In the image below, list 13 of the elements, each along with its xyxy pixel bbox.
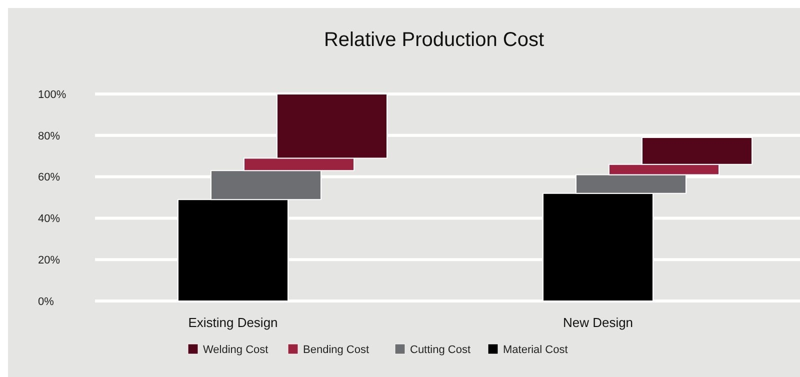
y-tick-label: 0% xyxy=(38,296,54,308)
y-tick-label: 80% xyxy=(38,130,60,142)
legend-label: Bending Cost xyxy=(303,344,370,356)
y-tick-label: 100% xyxy=(38,88,66,101)
legend-label: Welding Cost xyxy=(203,344,268,356)
x-tick-label: New Design xyxy=(562,315,634,330)
y-tick-label: 20% xyxy=(38,254,60,266)
legend-label: Cutting Cost xyxy=(410,344,471,356)
chart-title: Relative Production Cost xyxy=(324,29,544,51)
y-tick-label: 60% xyxy=(38,172,60,184)
y-tick-label: 40% xyxy=(38,213,60,226)
legend-label: Material Cost xyxy=(503,344,568,356)
x-tick-label: Existing Design xyxy=(188,315,278,330)
